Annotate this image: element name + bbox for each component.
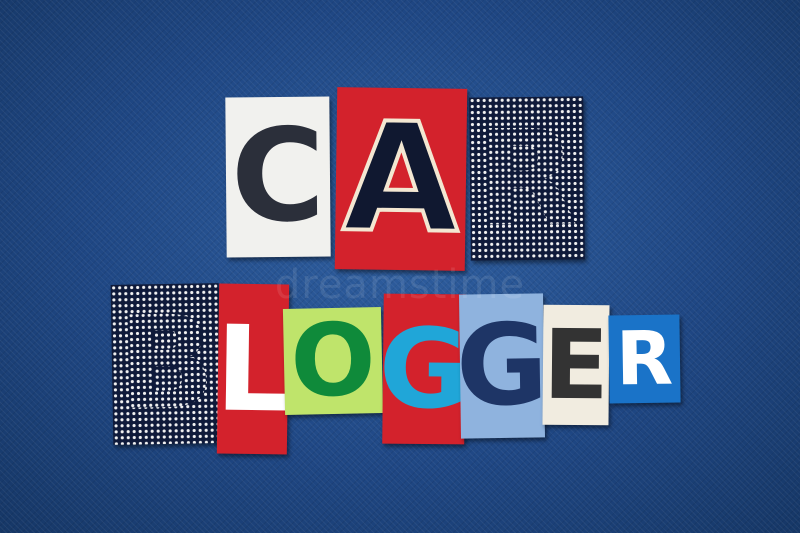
letter-b: B [115,288,217,439]
letter-a: A [340,89,463,269]
letter-e: E [542,308,610,422]
letter-tile-r: R [469,96,585,261]
letter-tile-o: O [282,306,384,416]
letter-tile-a: A [334,87,468,271]
letter-tile-g-second: G [458,293,546,439]
letter-o: O [289,306,377,416]
letter-r: R [475,100,579,257]
letter-g-first: G [382,304,466,434]
letter-tile-e: E [542,304,610,426]
letter-tile-b: B [110,283,222,445]
letter-tile-r-second: R [608,314,681,404]
letter-tile-g-first: G [382,293,466,445]
letter-r-second: R [615,315,674,403]
letter-tile-c: C [225,96,331,258]
letter-l: L [216,299,290,439]
letter-c: C [230,101,326,252]
letter-tile-l: L [216,283,290,455]
letter-g-second: G [458,300,546,432]
